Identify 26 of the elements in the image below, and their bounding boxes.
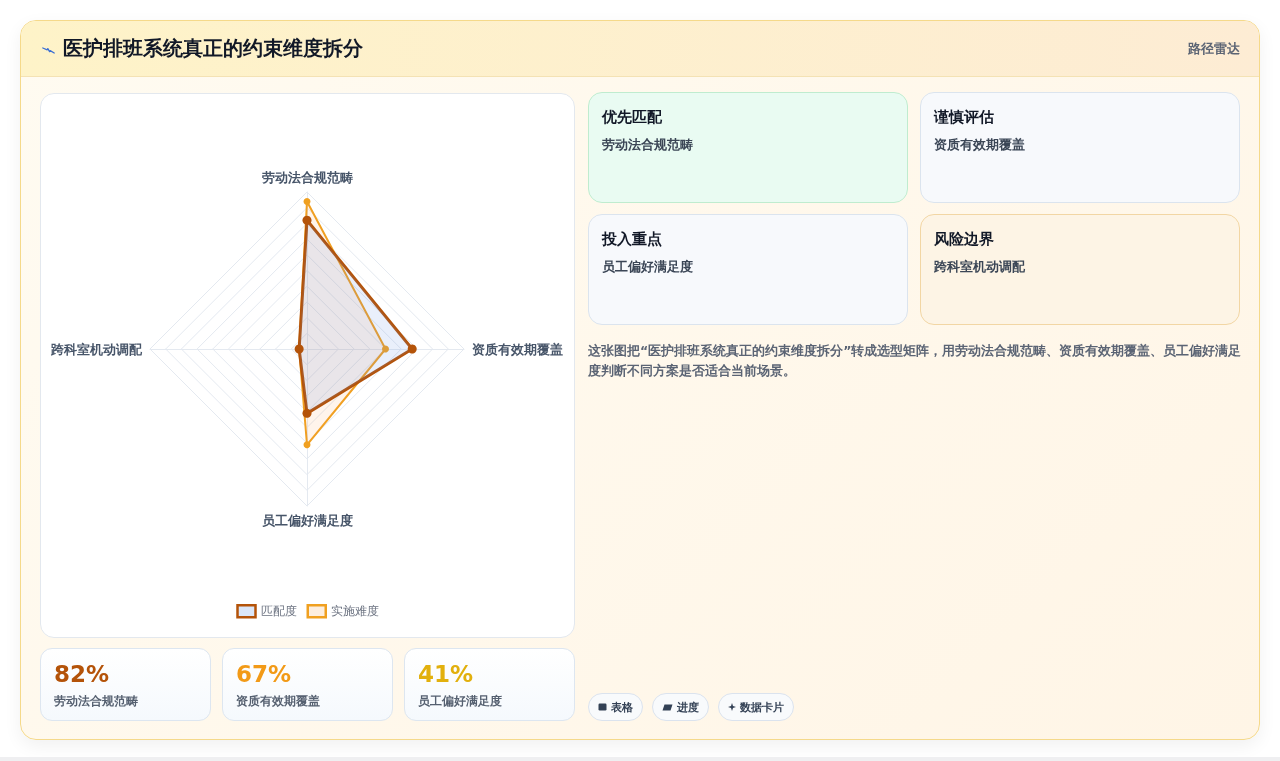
text: 表格: [611, 699, 633, 715]
text: 劳动法合规范畴: [602, 136, 693, 154]
text: 67%: [236, 660, 292, 688]
text: 数据卡片: [740, 699, 784, 715]
category-label: 劳动法合规范畴: [54, 693, 138, 709]
text: 路径雷达: [1188, 40, 1240, 58]
category-label: 投入重点: [602, 229, 662, 249]
text: 41%: [418, 660, 474, 688]
spoke-label: 资质有效期覆盖: [472, 341, 563, 357]
spoke-label: 员工偏好满足度: [261, 513, 353, 528]
category-label: 优先匹配: [602, 107, 662, 127]
category-label: 资质有效期覆盖: [236, 693, 320, 709]
spoke-label: 劳动法合规范畴: [261, 170, 353, 185]
category-label: 谨慎评估: [934, 107, 994, 127]
category-label: 员工偏好满足度: [418, 693, 502, 709]
legend-label: 匹配度: [260, 604, 297, 619]
text: 82%: [54, 660, 110, 688]
text: 员工偏好满足度: [602, 258, 693, 276]
category-label: 风险边界: [934, 229, 994, 249]
text: 这张图把“医护排班系统真正的约束维度拆分”转成选型矩阵，用劳动法合规范畴、资质有效期覆盖、员工偏好满足度判断不同方案是否适合当前场景。: [588, 342, 1242, 380]
text: 医护排班系统真正的约束维度拆分: [63, 36, 363, 62]
text: 资质有效期覆盖: [934, 136, 1025, 154]
text: 跨科室机动调配: [934, 258, 1025, 276]
legend-label: 实施难度: [330, 604, 379, 619]
text: 进度: [677, 699, 699, 715]
spoke-label: 跨科室机动调配: [50, 341, 143, 357]
